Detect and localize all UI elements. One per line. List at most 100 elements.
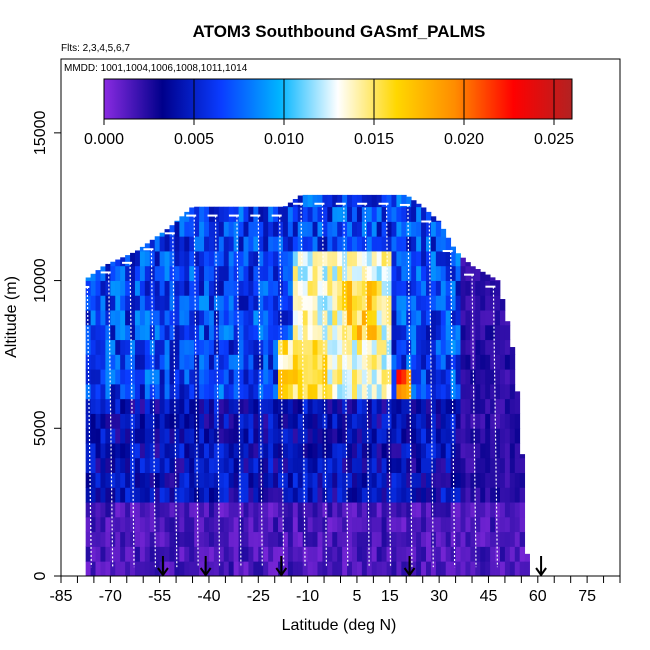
curtain-cell <box>386 398 392 414</box>
curtain-cell <box>440 280 447 296</box>
curtain-cell <box>430 295 437 311</box>
curtain-cell <box>425 251 432 267</box>
curtain-cell <box>514 502 521 518</box>
curtain-cell <box>490 516 496 533</box>
curtain-cell <box>258 221 264 237</box>
curtain-cell <box>204 561 210 576</box>
curtain-plot <box>85 194 530 576</box>
curtain-cell <box>485 295 491 311</box>
curtain-cell <box>386 546 392 562</box>
curtain-cell <box>268 472 274 488</box>
curtain-cell <box>504 502 511 518</box>
curtain-cell <box>233 472 239 488</box>
curtain-cell <box>282 443 289 459</box>
curtain-cell <box>381 472 387 488</box>
curtain-cell <box>366 561 373 576</box>
curtain-cell <box>386 354 392 370</box>
curtain-cell <box>278 472 284 488</box>
curtain-cell <box>149 383 156 400</box>
curtain-cell <box>455 398 461 414</box>
curtain-cell <box>144 457 151 473</box>
curtain-cell <box>278 487 284 503</box>
curtain-cell <box>361 280 368 296</box>
curtain-cell <box>406 221 412 237</box>
curtain-cell <box>337 295 343 311</box>
curtain-cell <box>352 280 358 296</box>
curtain-cell <box>445 443 452 459</box>
curtain-cell <box>421 428 427 444</box>
curtain-cell <box>514 531 521 547</box>
curtain-cell <box>120 369 126 385</box>
curtain-cell <box>391 339 397 355</box>
curtain-cell <box>347 310 353 326</box>
curtain-cell <box>356 265 363 281</box>
curtain-cell <box>134 443 141 459</box>
curtain-cell <box>322 561 328 576</box>
curtain-cell <box>391 383 397 400</box>
curtain-cell <box>356 295 363 311</box>
curtain-cell <box>425 531 432 547</box>
curtain-cell <box>322 339 328 355</box>
curtain-cell <box>317 398 323 414</box>
curtain-cell <box>366 206 373 222</box>
curtain-cell <box>312 206 318 222</box>
curtain-cell <box>396 280 402 296</box>
curtain-cell <box>455 487 461 503</box>
curtain-cell <box>421 251 427 267</box>
curtain-cell <box>514 457 521 473</box>
curtain-cell <box>411 487 417 503</box>
curtain-cell <box>470 354 476 370</box>
curtain-cell <box>312 324 318 341</box>
curtain-cell <box>130 280 136 296</box>
curtain-cell <box>164 295 170 311</box>
curtain-cell <box>228 487 235 503</box>
curtain-cell <box>475 354 481 370</box>
curtain-cell <box>480 310 486 326</box>
curtain-cell <box>504 428 511 444</box>
curtain-cell <box>248 413 254 429</box>
curtain-cell <box>139 531 146 547</box>
curtain-cell <box>495 531 501 547</box>
curtain-cell <box>85 561 91 576</box>
curtain-cell <box>371 265 378 281</box>
curtain-cell <box>391 324 397 341</box>
curtain-cell <box>401 280 407 296</box>
curtain-cell <box>376 472 383 488</box>
curtain-cell <box>450 280 456 296</box>
curtain-cell <box>184 487 190 503</box>
curtain-cell <box>154 251 161 267</box>
curtain-cell <box>361 206 368 222</box>
curtain-cell <box>199 310 205 326</box>
curtain-cell <box>450 561 456 576</box>
colorbar-tick-label: 0.015 <box>354 131 394 148</box>
flight-track <box>300 203 306 568</box>
curtain-cell <box>465 487 471 503</box>
curtain-cell <box>495 457 501 473</box>
curtain-cell <box>485 324 491 341</box>
curtain-cell <box>495 295 501 311</box>
flight-track <box>492 286 499 568</box>
curtain-cell <box>218 398 225 414</box>
curtain-cell <box>204 354 210 370</box>
curtain-cell <box>519 472 526 488</box>
curtain-cell <box>278 531 284 547</box>
curtain-cell <box>490 531 496 547</box>
curtain-cell <box>287 339 294 355</box>
curtain-cell <box>194 443 200 459</box>
curtain-cell <box>332 531 338 547</box>
curtain-cell <box>312 398 318 414</box>
curtain-cell <box>514 546 521 562</box>
curtain-cell <box>312 502 318 518</box>
curtain-cell <box>223 295 230 311</box>
curtain-cell <box>302 428 309 444</box>
curtain-cell <box>125 255 131 267</box>
curtain-cell <box>130 502 136 518</box>
curtain-cell <box>490 339 496 355</box>
curtain-cell <box>322 443 328 459</box>
curtain-cell <box>268 531 274 547</box>
curtain-cell <box>317 265 323 281</box>
curtain-cell <box>130 457 136 473</box>
curtain-cell <box>282 398 289 414</box>
curtain-cell <box>352 487 358 503</box>
curtain-cell <box>120 487 126 503</box>
